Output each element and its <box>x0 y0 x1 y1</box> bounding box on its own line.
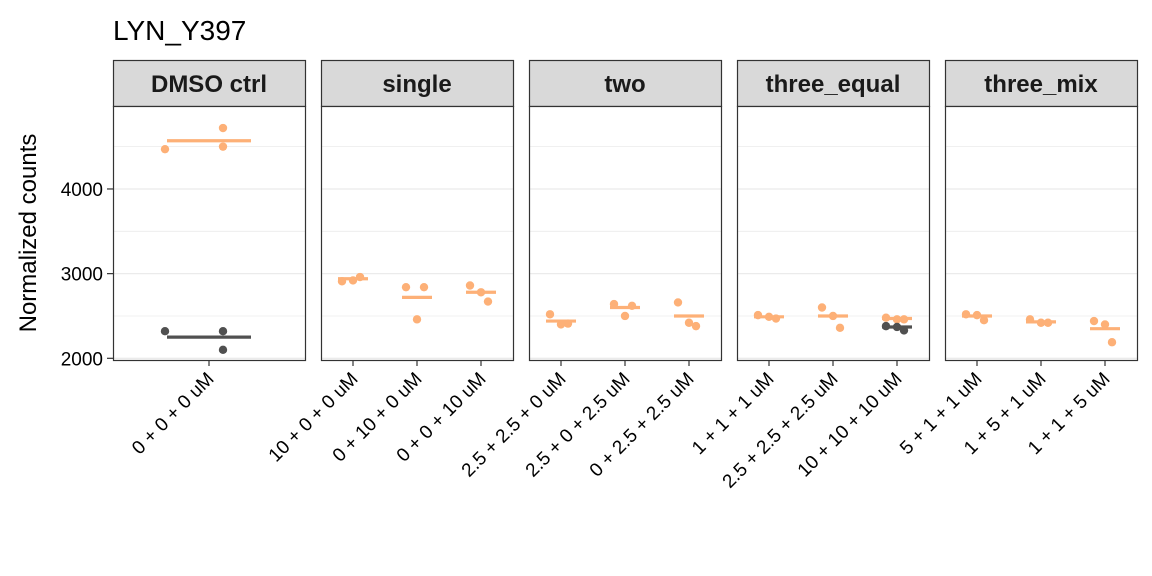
data-point <box>691 321 701 331</box>
data-point <box>835 323 845 333</box>
facet-strip-label: DMSO ctrl <box>151 71 267 98</box>
facet-strip <box>944 59 1139 108</box>
data-point <box>401 282 411 292</box>
facet-strip <box>736 59 931 108</box>
data-point <box>218 327 228 336</box>
data-point <box>620 311 630 321</box>
data-point <box>412 315 422 324</box>
facet-strip <box>528 59 723 108</box>
facet-panel: DMSO ctrl 0 + 0 + 0 uM <box>112 59 307 459</box>
data-point <box>979 316 989 325</box>
data-point <box>483 297 493 306</box>
y-axis: 2000 3000 4000 <box>61 180 114 370</box>
data-point <box>218 142 228 151</box>
data-point <box>545 310 555 319</box>
data-point <box>218 345 228 355</box>
facet-strip-label: three_mix <box>984 71 1098 98</box>
data-point <box>160 327 170 336</box>
facet-strip <box>112 59 307 108</box>
data-point <box>218 123 228 133</box>
facet-strip <box>320 59 515 108</box>
panel-background <box>737 106 930 361</box>
y-tick-label: 2000 <box>61 349 103 370</box>
y-axis-label: Normalized counts <box>15 134 42 333</box>
x-tick-label: 2.5 + 2.5 + 2.5 uM <box>719 369 843 493</box>
facet-strip-label: single <box>382 71 451 98</box>
y-tick-label: 4000 <box>61 180 103 201</box>
data-point <box>817 303 827 312</box>
chart-title: LYN_Y397 <box>113 15 246 46</box>
data-point <box>673 298 683 307</box>
panel-background <box>113 106 306 361</box>
data-point <box>1089 316 1099 326</box>
y-tick-label: 3000 <box>61 265 103 286</box>
facet-strip-label: three_equal <box>766 71 901 98</box>
data-point <box>684 318 694 327</box>
x-tick-label: 0 + 0 + 0 uM <box>128 369 218 459</box>
facet-strip-label: two <box>604 71 645 98</box>
data-point <box>465 281 475 290</box>
data-point <box>160 144 170 154</box>
data-point <box>1100 320 1110 329</box>
data-point <box>419 282 429 292</box>
data-point <box>1107 338 1117 347</box>
